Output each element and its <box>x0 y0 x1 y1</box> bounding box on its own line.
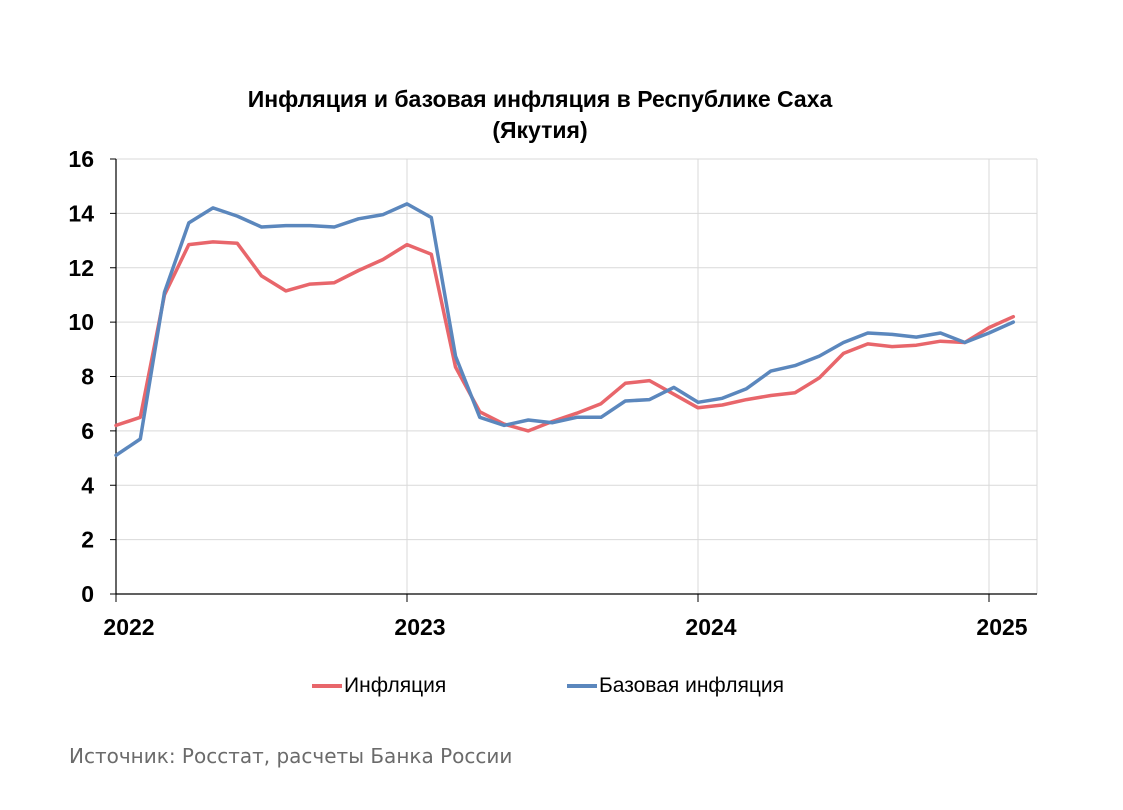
x-tick-label: 2024 <box>685 614 736 640</box>
grid-lines <box>116 158 1038 594</box>
chart-title: Инфляция и базовая инфляция в Республике… <box>140 84 940 146</box>
inflation-line <box>114 240 1016 433</box>
legend-swatch-core-inflation <box>567 684 597 688</box>
chart-title-line2: (Якутия) <box>492 117 588 143</box>
y-tick-label: 4 <box>81 472 94 498</box>
y-tick-label: 12 <box>68 255 94 281</box>
legend-item-core-inflation: Базовая инфляция <box>567 674 784 698</box>
legend-label-core-inflation: Базовая инфляция <box>599 674 785 697</box>
series-lines <box>114 202 1016 458</box>
x-tick-label: 2023 <box>394 614 445 640</box>
y-tick-label: 2 <box>81 527 94 553</box>
chart-title-line1: Инфляция и базовая инфляция в Республике… <box>247 86 833 112</box>
axes <box>110 158 1037 602</box>
legend-label-inflation: Инфляция <box>344 674 447 697</box>
x-tick-label: 2025 <box>976 614 1027 640</box>
x-tick-label: 2022 <box>103 614 154 640</box>
legend-swatch-inflation <box>312 684 342 688</box>
source-note: Источник: Росстат, расчеты Банка России <box>69 744 513 768</box>
y-tick-label: 14 <box>68 200 94 226</box>
y-tick-label: 0 <box>81 581 94 607</box>
y-tick-label: 10 <box>68 309 94 335</box>
y-tick-label: 8 <box>81 364 94 390</box>
tick-labels: 0 2 4 6 8 10 12 14 16 2022 2023 2024 2025 <box>68 146 1027 640</box>
core-inflation-line <box>114 202 1016 458</box>
y-tick-label: 6 <box>81 418 94 444</box>
legend-item-inflation: Инфляция <box>312 674 446 698</box>
y-tick-label: 16 <box>68 146 94 172</box>
legend: Инфляция Базовая инфляция <box>0 674 1123 702</box>
